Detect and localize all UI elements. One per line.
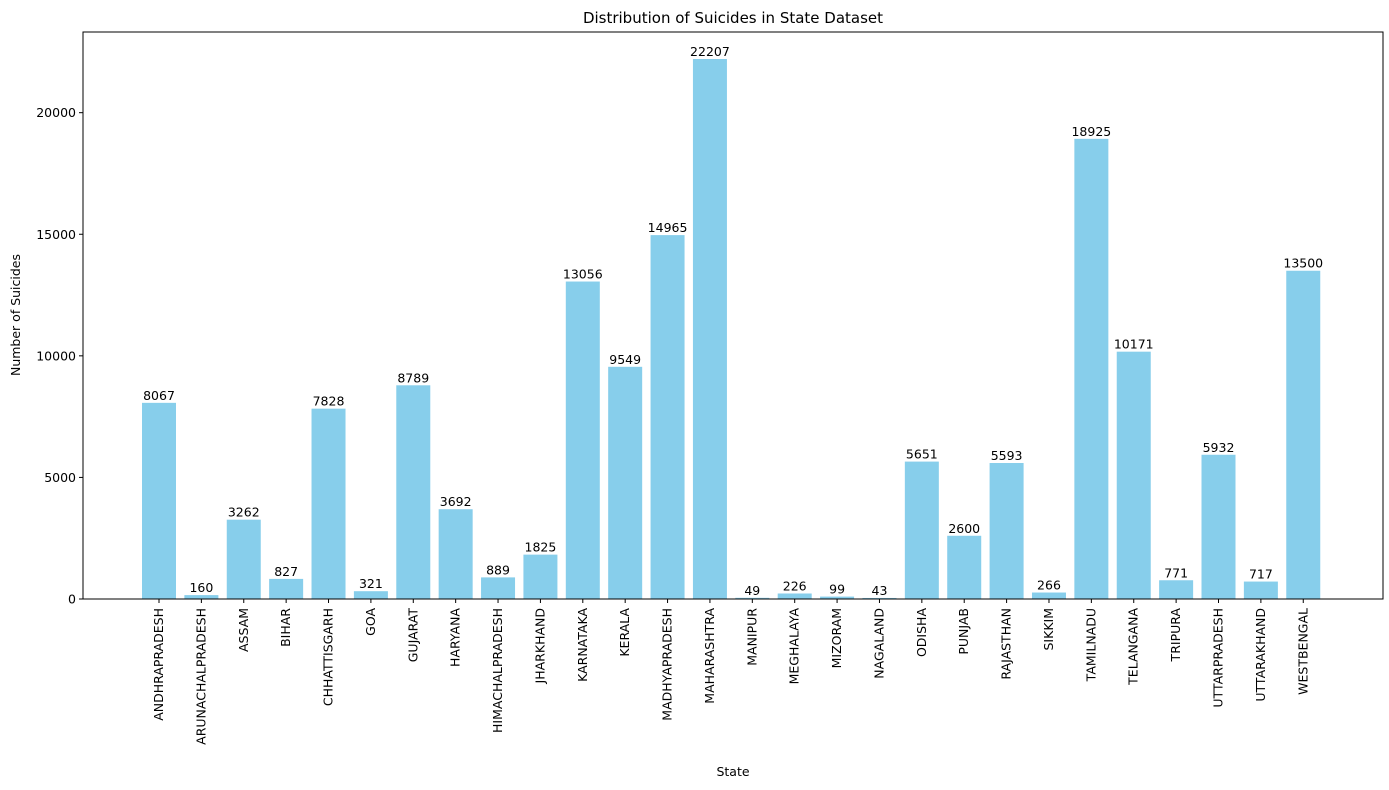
x-tick-label: MADHYAPRADESH	[660, 608, 675, 721]
bar-value-label: 321	[359, 576, 383, 591]
value-labels-group: 8067 160 3262 827 7828 321 8789 3692 889 1825 1305…	[143, 44, 1323, 598]
bar-jharkhand	[523, 554, 558, 599]
bar-chhattisgarh	[311, 408, 346, 599]
bar-value-label: 226	[783, 579, 807, 594]
bar-value-label: 14965	[648, 220, 688, 235]
bar-tamilnadu	[1074, 138, 1109, 599]
bar-value-label: 22207	[690, 44, 730, 59]
x-tick-label: ASSAM	[236, 608, 251, 652]
bar-tripura	[1159, 580, 1194, 599]
bar-value-label: 99	[829, 582, 845, 597]
bar-madhyapradesh	[650, 235, 685, 599]
x-tick-label: UTTARPRADESH	[1211, 608, 1226, 708]
y-tick-label: 10000	[36, 348, 76, 363]
x-tick-label: ANDHRAPRADESH	[151, 608, 166, 721]
bar-odisha	[904, 461, 939, 599]
x-tick-label: UTTARAKHAND	[1253, 608, 1268, 702]
x-tick-label: HARYANA	[448, 608, 463, 667]
x-tick-label: MANIPUR	[744, 608, 759, 666]
bar-value-label: 3262	[228, 505, 260, 520]
bar-meghalaya	[777, 593, 812, 599]
bar-value-label: 9549	[609, 352, 641, 367]
bar-mizoram	[820, 596, 855, 599]
x-tick-label: BIHAR	[278, 608, 293, 647]
bar-value-label: 43	[872, 583, 888, 598]
chart-title: Distribution of Suicides in State Datase…	[583, 9, 883, 27]
bar-value-label: 5651	[906, 447, 938, 462]
bar-andhrapradesh	[142, 402, 176, 599]
bar-value-label: 889	[486, 562, 510, 577]
bar-value-label: 771	[1164, 565, 1188, 580]
bar-value-label: 1825	[525, 540, 557, 555]
bar-telangana	[1116, 351, 1151, 599]
x-axis-label: State	[716, 764, 749, 779]
bar-value-label: 49	[744, 583, 760, 598]
bar-value-label: 18925	[1071, 124, 1111, 139]
bar-bihar	[269, 578, 304, 599]
bar-haryana	[438, 509, 473, 599]
x-tick-label: TRIPURA	[1168, 608, 1183, 663]
x-tick-label: ARUNACHALPRADESH	[193, 608, 208, 745]
bar-value-label: 2600	[948, 521, 980, 536]
bar-punjab	[947, 535, 982, 599]
x-tick-label: ODISHA	[914, 608, 929, 657]
x-axis: ANDHRAPRADESH ARUNACHALPRADESH ASSAM BIHAR C…	[151, 599, 1310, 745]
y-tick-label: 20000	[36, 105, 76, 120]
x-tick-label: HIMACHALPRADESH	[490, 608, 505, 733]
x-tick-label: WESTBENGAL	[1295, 608, 1310, 695]
bar-value-label: 5932	[1203, 440, 1235, 455]
x-tick-label: GUJARAT	[405, 608, 420, 663]
x-tick-label: PUNJAB	[956, 608, 971, 655]
x-tick-label: MEGHALAYA	[787, 608, 802, 685]
bar-uttarakhand	[1243, 581, 1278, 599]
bar-gujarat	[396, 385, 431, 599]
bars-group	[142, 59, 1321, 599]
bar-value-label: 160	[189, 580, 213, 595]
y-tick-label: 5000	[44, 470, 76, 485]
x-tick-label: JHARKHAND	[532, 608, 547, 684]
x-tick-label: SIKKIM	[1041, 608, 1056, 651]
bar-arunachalpradesh	[184, 595, 219, 599]
bar-value-label: 10171	[1114, 337, 1154, 352]
bar-manipur	[735, 597, 770, 599]
y-tick-label: 0	[68, 592, 76, 607]
x-tick-label: TAMILNADU	[1083, 608, 1098, 682]
x-tick-label: MAHARASHTRA	[702, 608, 717, 704]
x-tick-label: TELANGANA	[1126, 608, 1141, 686]
x-tick-label: KARNATAKA	[575, 608, 590, 682]
bar-value-label: 7828	[313, 394, 345, 409]
bar-uttarpradesh	[1201, 454, 1236, 599]
bar-value-label: 13056	[563, 267, 603, 282]
bar-value-label: 8067	[143, 388, 175, 403]
x-tick-label: KERALA	[617, 608, 632, 657]
bar-assam	[226, 519, 261, 599]
bar-value-label: 8789	[397, 370, 429, 385]
bar-value-label: 717	[1249, 567, 1273, 582]
x-tick-label: RAJASTHAN	[999, 608, 1014, 680]
bar-nagaland	[862, 597, 897, 599]
y-axis-label: Number of Suicides	[8, 254, 23, 376]
x-tick-label: CHHATTISGARH	[321, 608, 336, 706]
x-tick-label: MIZORAM	[829, 608, 844, 668]
x-tick-label: GOA	[363, 608, 378, 636]
bar-value-label: 5593	[991, 448, 1023, 463]
plot-frame	[82, 31, 1384, 600]
bar-sikkim	[1031, 592, 1066, 599]
y-tick-label: 15000	[36, 227, 76, 242]
x-tick-label: NAGALAND	[871, 608, 886, 679]
y-axis: 0 5000 10000 15000 20000	[36, 105, 83, 607]
bar-value-label: 266	[1037, 578, 1061, 593]
bar-value-label: 3692	[440, 494, 472, 509]
bar-westbengal	[1286, 270, 1321, 599]
bar-rajasthan	[989, 463, 1024, 599]
bar-kerala	[608, 366, 643, 599]
bar-himachalpradesh	[481, 577, 516, 599]
bar-value-label: 827	[274, 564, 298, 579]
bar-karnataka	[565, 281, 600, 599]
bar-value-label: 13500	[1283, 256, 1323, 271]
bar-goa	[353, 591, 388, 599]
bar-maharashtra	[692, 59, 727, 599]
